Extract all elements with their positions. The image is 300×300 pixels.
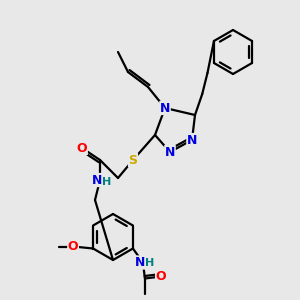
Text: H: H xyxy=(102,177,112,187)
Text: N: N xyxy=(92,173,102,187)
Text: O: O xyxy=(68,240,78,253)
Text: N: N xyxy=(187,134,197,146)
Text: N: N xyxy=(165,146,175,158)
Text: O: O xyxy=(77,142,87,154)
Text: S: S xyxy=(128,154,137,166)
Text: N: N xyxy=(135,256,145,269)
Text: H: H xyxy=(145,259,154,269)
Text: N: N xyxy=(160,101,170,115)
Text: O: O xyxy=(156,270,166,283)
